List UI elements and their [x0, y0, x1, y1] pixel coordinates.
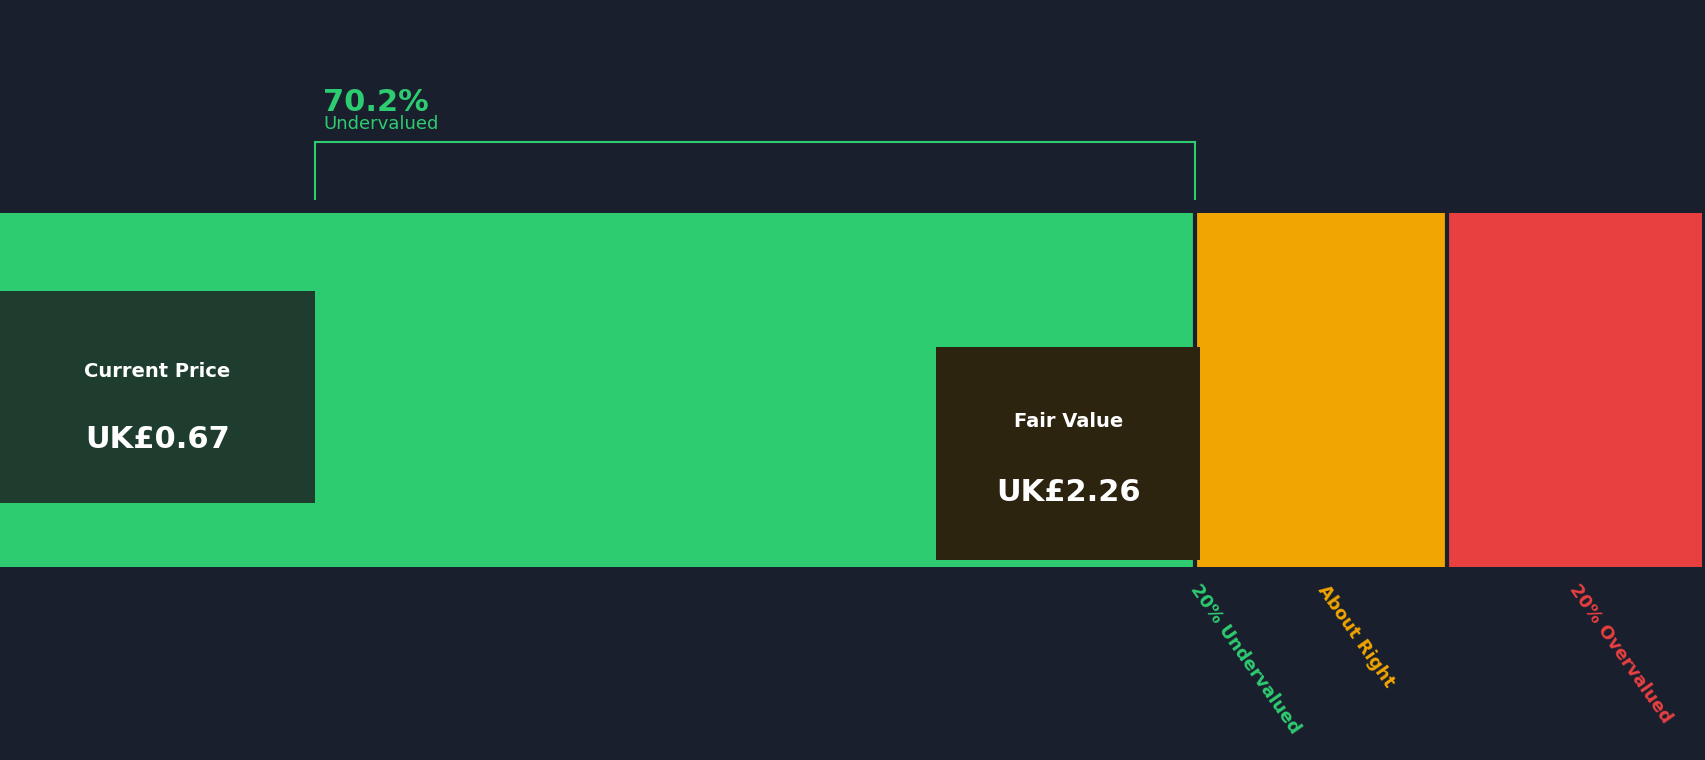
Text: 20% Undervalued: 20% Undervalued	[1185, 581, 1303, 738]
Text: About Right: About Right	[1313, 581, 1398, 691]
Text: Current Price: Current Price	[84, 362, 230, 381]
Bar	[1194, 213, 1446, 567]
Text: 70.2%: 70.2%	[324, 88, 430, 117]
Text: 20% Overvalued: 20% Overvalued	[1565, 581, 1674, 727]
Text: UK£2.26: UK£2.26	[996, 477, 1141, 507]
Text: Fair Value: Fair Value	[1013, 413, 1122, 432]
Bar	[1446, 213, 1702, 567]
Bar	[0, 291, 315, 503]
Text: UK£0.67: UK£0.67	[85, 425, 230, 454]
Bar	[0, 213, 1194, 567]
Text: Undervalued: Undervalued	[324, 115, 438, 133]
Bar	[936, 347, 1199, 560]
